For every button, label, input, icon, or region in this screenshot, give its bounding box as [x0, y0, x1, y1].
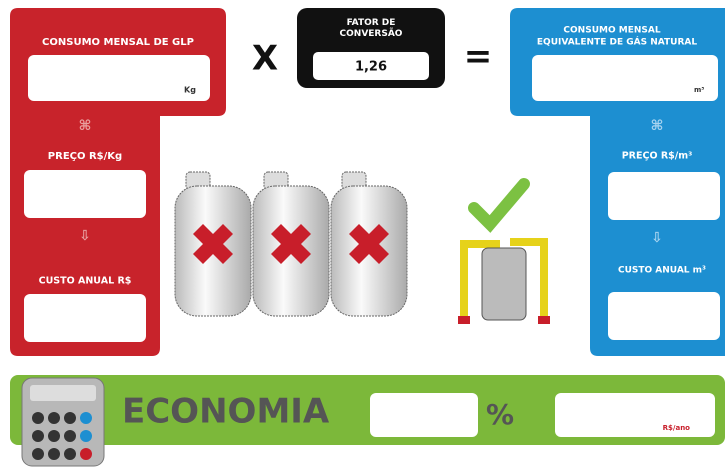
multiply-icon: ⌘ [651, 118, 664, 134]
gas-cost-label: CUSTO ANUAL m³ [618, 266, 706, 276]
glp-input[interactable] [28, 55, 210, 101]
gas-input[interactable] [532, 55, 718, 101]
cylinders [175, 172, 407, 316]
multiply-icon: ⌘ [79, 118, 92, 134]
savings-money-unit: R$/ano [663, 424, 691, 432]
calculator: CONSUMO MENSAL DE GLP Kg ⌘ PREÇO R$/Kg ⇩… [0, 0, 725, 472]
glp-title: CONSUMO MENSAL DE GLP [42, 37, 194, 48]
calculator-icon [22, 378, 104, 466]
savings-percent-unit: % [486, 398, 514, 431]
savings-percent-input[interactable] [370, 393, 478, 437]
gas-price-input[interactable] [608, 172, 720, 220]
glp-price-label: PREÇO R$/Kg [48, 151, 122, 162]
gas-meter [458, 184, 550, 324]
glp-cost-label: CUSTO ANUAL R$ [39, 276, 132, 287]
conversion-value: 1,26 [355, 60, 387, 75]
glp-price-input[interactable] [24, 170, 146, 218]
gas-cost-input[interactable] [608, 292, 720, 340]
savings-title: ECONOMIA [122, 392, 330, 432]
glp-cost-input[interactable] [24, 294, 146, 342]
conversion-title: FATOR DE CONVERSÃO [310, 18, 432, 40]
gas-title-2: EQUIVALENTE DE GÁS NATURAL [537, 36, 697, 48]
multiply-operator: X [252, 39, 278, 79]
conversion-title-wrap: FATOR DE CONVERSÃO [310, 18, 432, 48]
gas-unit: m³ [694, 86, 704, 94]
gas-price-label: PREÇO R$/m³ [622, 151, 693, 162]
savings-money-input[interactable] [555, 393, 715, 437]
glp-unit: Kg [184, 86, 196, 95]
arrow-icon: ⇩ [79, 228, 91, 244]
gas-title-1: CONSUMO MENSAL [563, 26, 660, 36]
arrow-icon: ⇩ [651, 230, 663, 246]
equals-operator: = [464, 37, 493, 77]
